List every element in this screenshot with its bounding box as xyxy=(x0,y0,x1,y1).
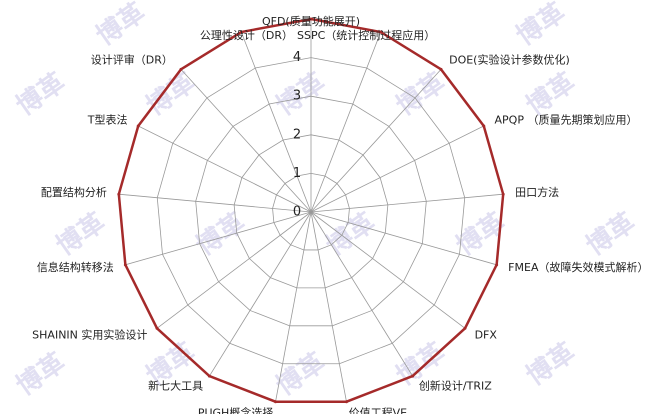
watermark: 博革 xyxy=(11,347,71,401)
axis-label: 田口方法 xyxy=(515,185,559,199)
radar-point xyxy=(274,400,278,404)
radar-point xyxy=(495,263,499,267)
radar-area xyxy=(117,17,505,403)
watermark: 博革 xyxy=(11,67,71,121)
radar-point xyxy=(411,374,415,378)
radar-point xyxy=(239,30,243,34)
watermark: 博革 xyxy=(191,207,251,261)
grid-ring xyxy=(272,172,350,251)
radar-point xyxy=(379,30,383,34)
axis-label: 配置结构分析 xyxy=(41,185,107,199)
spoke xyxy=(180,69,312,213)
radar-point xyxy=(344,400,348,404)
grid-ring xyxy=(156,57,466,365)
radar-point xyxy=(501,192,505,196)
watermark: 博革 xyxy=(141,67,201,121)
axis-label: 公理性设计（DR） xyxy=(200,28,293,42)
watermark: 博革 xyxy=(581,207,641,261)
axis-label: FMEA（故障失效模式解析） xyxy=(508,260,648,274)
radar-point xyxy=(439,67,443,71)
r-tick-label: 3 xyxy=(293,89,301,104)
spoke xyxy=(310,211,347,402)
spoke xyxy=(240,31,312,213)
radar-point xyxy=(207,374,211,378)
r-tick-label: 4 xyxy=(293,50,301,65)
axis-label: DFX xyxy=(475,329,498,342)
watermark: 博革 xyxy=(51,207,111,261)
radar-point xyxy=(482,124,486,128)
radar-point xyxy=(123,263,127,267)
axis-label: SSPC（统计控制过程应用） xyxy=(297,28,435,42)
radar-point xyxy=(136,124,140,128)
r-tick-label: 0 xyxy=(293,205,301,220)
radar-point xyxy=(155,326,159,330)
watermark: 博革 xyxy=(521,337,581,391)
radar-point xyxy=(179,67,183,71)
radar-point xyxy=(117,192,121,196)
grid-ring xyxy=(233,134,389,289)
axis-label: APQP （质量先期策划应用） xyxy=(495,113,638,127)
axis-label: PUGH概念选择 xyxy=(198,406,273,414)
axis-label: T型表法 xyxy=(87,113,128,127)
axis-label: SHAININ 实用实验设计 xyxy=(32,328,147,342)
spoke xyxy=(209,211,312,377)
spoke xyxy=(125,211,312,266)
axis-label: 创新设计/TRIZ xyxy=(419,378,492,392)
spoke xyxy=(118,193,312,213)
spoke xyxy=(275,211,312,402)
spoke xyxy=(310,211,497,266)
spoke xyxy=(310,211,466,329)
axis-label: DOE(实验设计参数优化) xyxy=(449,53,570,67)
grid-ring xyxy=(195,95,427,327)
r-tick-label: 2 xyxy=(293,127,301,142)
axis-label: 新七大工具 xyxy=(148,378,203,392)
spoke xyxy=(310,31,382,213)
watermark: 博革 xyxy=(321,207,381,261)
r-tick-label: 1 xyxy=(293,166,301,181)
watermark: 博革 xyxy=(271,347,331,401)
axis-label: 价值工程VE xyxy=(349,407,408,414)
spoke xyxy=(310,193,504,213)
spoke xyxy=(138,125,312,213)
watermark: 博革 xyxy=(91,0,151,52)
axis-label: 设计评审（DR） xyxy=(91,53,173,67)
radar-point xyxy=(463,326,467,330)
spoke xyxy=(310,125,484,213)
watermark: 博革 xyxy=(511,0,571,52)
axis-label: QFD(质量功能展开) xyxy=(262,14,360,28)
spoke xyxy=(156,211,312,329)
radar-point xyxy=(309,17,313,21)
spoke xyxy=(310,69,442,213)
spoke xyxy=(310,211,413,377)
axis-label: 信息结构转移法 xyxy=(37,260,114,274)
